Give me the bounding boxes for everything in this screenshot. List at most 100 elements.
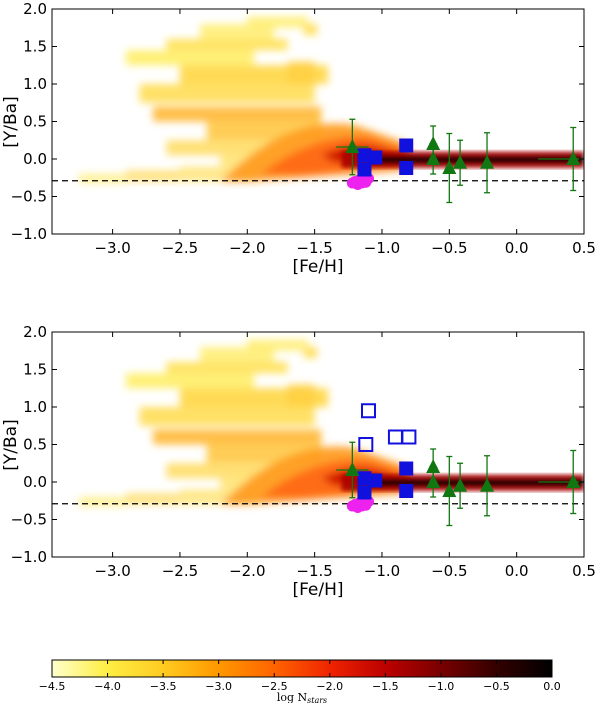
y-tick-label: 1.5 bbox=[23, 361, 47, 379]
x-tick-label: 0.0 bbox=[505, 562, 529, 580]
triangle-marker bbox=[442, 483, 457, 497]
x-tick-label: 0.0 bbox=[505, 239, 529, 257]
triangle-marker bbox=[345, 462, 360, 476]
triangle-marker bbox=[453, 477, 468, 492]
density-patch bbox=[139, 84, 315, 103]
triangle-marker bbox=[426, 151, 441, 165]
axis-ticks: −3.0 −2.5 −2.0 −1.5 −1.0 −0.5 0.0 0.5 −1.0 −0.5 0.… bbox=[11, 323, 596, 580]
top-panel: −3.0 −2.5 −2.0 −1.5 −1.0 −0.5 0.0 0.5 −1.0 −0.5 0.… bbox=[1, 0, 596, 277]
y-tick-label: 1.0 bbox=[23, 75, 47, 93]
density-patch bbox=[139, 407, 315, 426]
x-tick-label: 0.5 bbox=[572, 239, 596, 257]
y-tick-label: 1.0 bbox=[23, 398, 47, 416]
x-tick-label: −3.0 bbox=[94, 562, 130, 580]
colorbar-tick-label: −1.0 bbox=[428, 680, 455, 693]
filled-square-marker bbox=[368, 150, 383, 165]
density-patch bbox=[287, 384, 315, 407]
filled-square-marker bbox=[399, 461, 414, 476]
density-strip-inner bbox=[368, 156, 584, 164]
filled-square-marker bbox=[368, 473, 383, 488]
density-patch bbox=[166, 39, 288, 51]
y-tick-label: 0.0 bbox=[23, 473, 47, 491]
density-patch bbox=[126, 493, 180, 505]
density-patch bbox=[166, 362, 288, 374]
density-patch bbox=[247, 16, 308, 28]
colorbar-tick-label: 0.0 bbox=[543, 680, 561, 693]
bottom-panel: −3.0 −2.5 −2.0 −1.5 −1.0 −0.5 0.0 0.5 −1.0 −0.5 0.… bbox=[1, 323, 596, 600]
y-axis-title: [Y/Ba] bbox=[1, 419, 21, 470]
filled-square-marker bbox=[357, 471, 372, 486]
axis-ticks: −3.0 −2.5 −2.0 −1.5 −1.0 −0.5 0.0 0.5 −1.0 −0.5 0.… bbox=[11, 0, 596, 257]
density-patch bbox=[153, 429, 322, 445]
density-patch bbox=[126, 50, 255, 66]
colorbar-tick-label: −0.5 bbox=[483, 680, 510, 693]
filled-square-marker bbox=[399, 161, 414, 175]
density-map bbox=[78, 16, 584, 183]
density-strip-inner bbox=[368, 479, 584, 487]
x-tick-label: −2.0 bbox=[229, 239, 265, 257]
filled-square-marker bbox=[399, 138, 414, 153]
y-tick-label: −0.5 bbox=[11, 511, 47, 529]
density-patch bbox=[153, 106, 322, 122]
open-square-marker bbox=[401, 429, 417, 445]
colorbar: −4.5 −4.0 −3.5 −3.0 −2.5 −2.0 −1.5 −1.0 −0.5 0.0 … bbox=[39, 659, 561, 703]
y-tick-label: 2.0 bbox=[23, 0, 47, 18]
x-tick-label: −1.0 bbox=[364, 562, 400, 580]
triangle-marker bbox=[453, 154, 468, 169]
triangle-marker bbox=[426, 136, 441, 150]
x-tick-label: −1.0 bbox=[364, 239, 400, 257]
x-axis-title: [Fe/H] bbox=[292, 580, 343, 600]
density-patch bbox=[287, 61, 315, 84]
density-patch bbox=[78, 174, 127, 183]
x-tick-label: 0.5 bbox=[572, 562, 596, 580]
triangle-marker bbox=[426, 474, 441, 488]
y-tick-label: −1.0 bbox=[11, 225, 47, 243]
open-square-marker bbox=[358, 437, 374, 452]
y-axis-title: [Y/Ba] bbox=[1, 96, 21, 147]
y-tick-label: 0.5 bbox=[23, 436, 47, 454]
triangle-marker bbox=[442, 160, 457, 174]
filled-square-marker bbox=[357, 485, 372, 500]
density-patch bbox=[247, 339, 308, 351]
x-tick-label: −3.0 bbox=[94, 239, 130, 257]
triangle-marker bbox=[480, 477, 495, 492]
y-tick-label: −0.5 bbox=[11, 188, 47, 206]
filled-square-marker bbox=[399, 484, 414, 498]
x-tick-label: −2.5 bbox=[162, 239, 198, 257]
x-tick-label: −1.5 bbox=[296, 562, 332, 580]
filled-square-marker bbox=[357, 148, 372, 163]
colorbar-tick-label: −4.5 bbox=[39, 680, 66, 693]
density-patch bbox=[303, 24, 318, 36]
triangle-marker bbox=[566, 474, 581, 488]
colorbar-tick-label: −1.5 bbox=[372, 680, 399, 693]
density-map bbox=[78, 339, 584, 506]
x-axis-title: [Fe/H] bbox=[292, 257, 343, 277]
x-tick-label: −0.5 bbox=[431, 562, 467, 580]
y-tick-label: 1.5 bbox=[23, 38, 47, 56]
y-tick-label: 0.0 bbox=[23, 150, 47, 168]
data-markers bbox=[52, 403, 584, 527]
open-square-marker bbox=[361, 403, 377, 419]
colorbar-tick-label: −4.0 bbox=[94, 680, 121, 693]
colorbar-ticks: −4.5 −4.0 −3.5 −3.0 −2.5 −2.0 −1.5 −1.0 −0.5 0.0 bbox=[39, 660, 561, 693]
x-tick-label: −1.5 bbox=[296, 239, 332, 257]
x-tick-label: −2.5 bbox=[162, 562, 198, 580]
colorbar-tick-label: −2.0 bbox=[316, 680, 343, 693]
colorbar-tick-label: −3.5 bbox=[150, 680, 177, 693]
open-square-marker bbox=[387, 429, 403, 445]
y-tick-label: 0.5 bbox=[23, 113, 47, 131]
data-markers bbox=[52, 118, 584, 204]
circle-marker bbox=[358, 175, 370, 187]
density-patch bbox=[303, 347, 318, 359]
density-patch bbox=[78, 497, 127, 506]
triangle-marker bbox=[566, 151, 581, 165]
y-tick-label: −1.0 bbox=[11, 548, 47, 566]
triangle-marker bbox=[426, 459, 441, 473]
density-patch bbox=[126, 373, 255, 389]
colorbar-tick-label: −2.5 bbox=[261, 680, 288, 693]
triangle-marker bbox=[345, 139, 360, 153]
colorbar-gradient bbox=[51, 659, 553, 678]
density-patch bbox=[126, 170, 180, 182]
colorbar-tick-label: −3.0 bbox=[205, 680, 232, 693]
